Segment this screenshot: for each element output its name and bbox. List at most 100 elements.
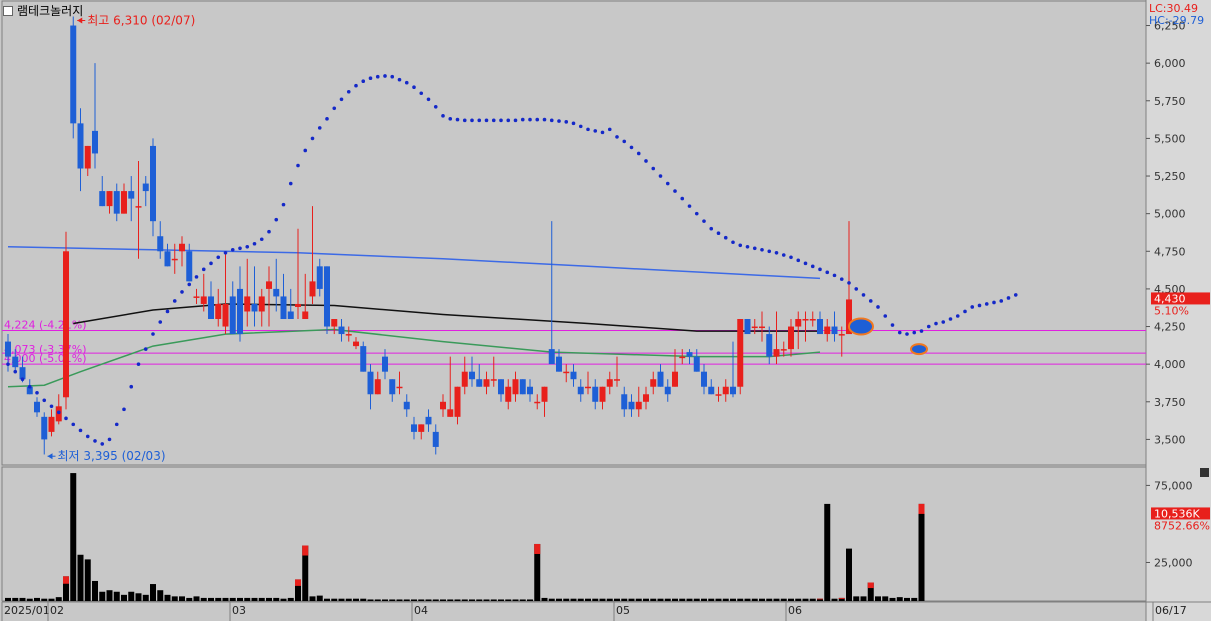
candle-body xyxy=(425,416,432,425)
parabolic-sar-dot xyxy=(332,106,337,111)
parabolic-sar-dot xyxy=(839,277,844,281)
volume-bar xyxy=(208,597,214,601)
candle-body xyxy=(534,401,541,404)
volume-bar xyxy=(788,598,794,601)
volume-bar xyxy=(737,598,744,601)
parabolic-sar-dot xyxy=(774,250,779,255)
date-label: 06/17 xyxy=(1155,604,1187,617)
volume-bar xyxy=(780,598,787,601)
parabolic-sar-dot xyxy=(992,300,996,305)
volume-bar xyxy=(817,598,823,601)
parabolic-sar-dot xyxy=(977,303,982,308)
parabolic-sar-dot xyxy=(267,229,271,234)
parabolic-sar-dot xyxy=(158,320,163,324)
parabolic-sar-dot xyxy=(513,118,518,123)
candle-body xyxy=(273,288,280,297)
candle-body xyxy=(186,251,193,282)
parabolic-sar-dot xyxy=(209,261,213,266)
parabolic-sar-dot xyxy=(361,79,366,84)
candle-body xyxy=(744,319,751,335)
volume-bar xyxy=(63,576,69,601)
parabolic-sar-dot xyxy=(129,384,134,389)
parabolic-sar-dot xyxy=(27,384,32,389)
parabolic-sar-dot xyxy=(455,117,460,122)
parabolic-sar-dot xyxy=(397,77,402,82)
volume-bar xyxy=(389,599,396,601)
price-tick-label: 5,000 xyxy=(1154,208,1186,221)
parabolic-sar-dot xyxy=(593,129,598,133)
volume-bar xyxy=(461,599,468,601)
parabolic-sar-dot xyxy=(738,243,743,248)
volume-bar xyxy=(113,591,120,601)
candle-body xyxy=(164,251,171,267)
parabolic-sar-dot xyxy=(622,139,627,144)
volume-bar xyxy=(853,596,860,601)
volume-bar xyxy=(440,599,446,601)
high-arrow-head xyxy=(77,17,83,24)
candle-body xyxy=(693,356,700,372)
volume-bar xyxy=(215,597,222,601)
candle-body xyxy=(382,356,388,372)
parabolic-sar-dot xyxy=(288,181,293,186)
volume-bar xyxy=(519,599,526,601)
candle-body xyxy=(447,409,454,417)
parabolic-sar-dot xyxy=(303,148,308,153)
volume-bar xyxy=(882,596,889,601)
volume-bar xyxy=(157,590,164,601)
date-label: 2025/01 xyxy=(4,604,50,617)
volume-bar-top xyxy=(838,597,845,599)
candle-body xyxy=(229,296,236,335)
volume-bar xyxy=(106,590,113,601)
price-tick-label: 3,750 xyxy=(1154,396,1186,409)
volume-bar xyxy=(396,599,403,601)
candle-body xyxy=(643,394,649,402)
candle-body xyxy=(84,145,91,169)
price-pane xyxy=(1,0,1147,466)
candle-body xyxy=(48,416,55,432)
volume-bar xyxy=(795,598,802,601)
volume-bar xyxy=(563,598,570,601)
checkbox-icon[interactable] xyxy=(3,5,13,16)
parabolic-sar-dot xyxy=(723,235,728,240)
parabolic-sar-dot xyxy=(201,267,206,272)
volume-bar xyxy=(657,598,664,601)
price-tick-label: 6,250 xyxy=(1154,20,1186,33)
candle-body xyxy=(418,424,425,432)
parabolic-sar-dot xyxy=(586,127,590,132)
candle-body xyxy=(664,386,671,395)
volume-bar xyxy=(324,598,330,601)
volume-bar xyxy=(280,598,287,601)
stock-name: 램테크놀러지 xyxy=(17,4,84,18)
candle-body xyxy=(251,303,258,312)
candle-body xyxy=(614,379,620,381)
volume-bar xyxy=(802,598,809,601)
volume-bar xyxy=(773,598,780,601)
price-tick-label: 4,000 xyxy=(1154,358,1186,371)
volume-bar xyxy=(469,599,475,601)
volume-bar xyxy=(135,593,142,601)
parabolic-sar-dot xyxy=(441,114,445,118)
volume-bar xyxy=(527,599,533,601)
candle-body xyxy=(730,386,736,395)
candle-body xyxy=(498,379,504,395)
candle-body xyxy=(817,319,823,335)
parabolic-sar-dot xyxy=(56,410,61,415)
date-label: 06 xyxy=(788,604,802,617)
candle-body xyxy=(345,334,352,336)
volume-bar xyxy=(258,597,265,601)
volume-bar xyxy=(556,598,562,601)
hc-indicator: HC:-29.79 xyxy=(1149,14,1204,27)
candle-body xyxy=(128,191,135,199)
parabolic-sar-dot xyxy=(528,117,532,122)
candle-body xyxy=(701,371,707,387)
volume-bar-top xyxy=(534,543,541,554)
parabolic-sar-dot xyxy=(143,347,148,351)
candle-body xyxy=(142,183,149,192)
candle-body xyxy=(41,416,48,440)
parabolic-sar-dot xyxy=(13,369,18,374)
candle-body xyxy=(606,379,613,387)
parabolic-sar-dot xyxy=(760,247,764,252)
parabolic-sar-dot xyxy=(832,273,837,278)
